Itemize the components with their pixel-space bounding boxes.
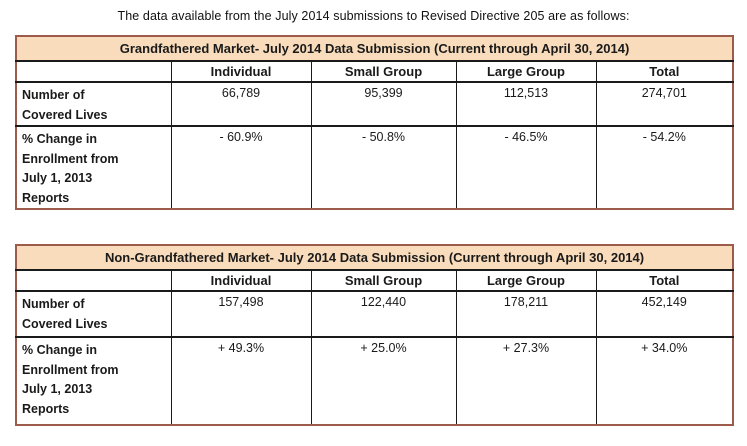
column-header-total: Total — [595, 269, 734, 292]
table-header-row: Individual Small Group Large Group Total — [15, 60, 734, 83]
cell-value: + 27.3% — [455, 336, 597, 426]
cell-value: + 34.0% — [595, 336, 734, 426]
cell-value: 122,440 — [310, 290, 457, 338]
table-title-row: Grandfathered Market- July 2014 Data Sub… — [15, 35, 734, 62]
table-title: Grandfathered Market- July 2014 Data Sub… — [15, 35, 734, 62]
cell-value: 112,513 — [455, 81, 597, 127]
cell-value: 178,211 — [455, 290, 597, 338]
cell-value: + 49.3% — [170, 336, 312, 426]
cell-value: 66,789 — [170, 81, 312, 127]
column-header-large-group: Large Group — [455, 269, 597, 292]
cell-value: - 54.2% — [595, 125, 734, 210]
cell-value: 274,701 — [595, 81, 734, 127]
cell-value: - 60.9% — [170, 125, 312, 210]
cell-value: 452,149 — [595, 290, 734, 338]
column-header-large-group: Large Group — [455, 60, 597, 83]
grandfathered-market-table: Grandfathered Market- July 2014 Data Sub… — [15, 35, 735, 210]
cell-value: + 25.0% — [310, 336, 457, 426]
corner-cell — [15, 269, 172, 292]
corner-cell — [15, 60, 172, 83]
cell-value: - 50.8% — [310, 125, 457, 210]
column-header-small-group: Small Group — [310, 60, 457, 83]
column-header-individual: Individual — [170, 60, 312, 83]
table-row-pct-change: % Change in Enrollment from July 1, 2013… — [15, 125, 734, 210]
table-row-covered-lives: Number of Covered Lives 66,789 95,399 11… — [15, 81, 734, 127]
document-page: The data available from the July 2014 su… — [0, 9, 747, 446]
cell-value: 157,498 — [170, 290, 312, 338]
table-header-row: Individual Small Group Large Group Total — [15, 269, 734, 292]
table-title-row: Non-Grandfathered Market- July 2014 Data… — [15, 244, 734, 271]
row-label-pct-change: % Change in Enrollment from July 1, 2013… — [15, 125, 172, 210]
cell-value: - 46.5% — [455, 125, 597, 210]
row-label-covered-lives: Number of Covered Lives — [15, 81, 172, 127]
intro-text: The data available from the July 2014 su… — [117, 9, 630, 23]
column-header-small-group: Small Group — [310, 269, 457, 292]
column-header-total: Total — [595, 60, 734, 83]
table-row-covered-lives: Number of Covered Lives 157,498 122,440 … — [15, 290, 734, 338]
non-grandfathered-market-table: Non-Grandfathered Market- July 2014 Data… — [15, 244, 735, 426]
row-label-covered-lives: Number of Covered Lives — [15, 290, 172, 338]
cell-value: 95,399 — [310, 81, 457, 127]
row-label-pct-change: % Change in Enrollment from July 1, 2013… — [15, 336, 172, 426]
table-title: Non-Grandfathered Market- July 2014 Data… — [15, 244, 734, 271]
table-row-pct-change: % Change in Enrollment from July 1, 2013… — [15, 336, 734, 426]
column-header-individual: Individual — [170, 269, 312, 292]
